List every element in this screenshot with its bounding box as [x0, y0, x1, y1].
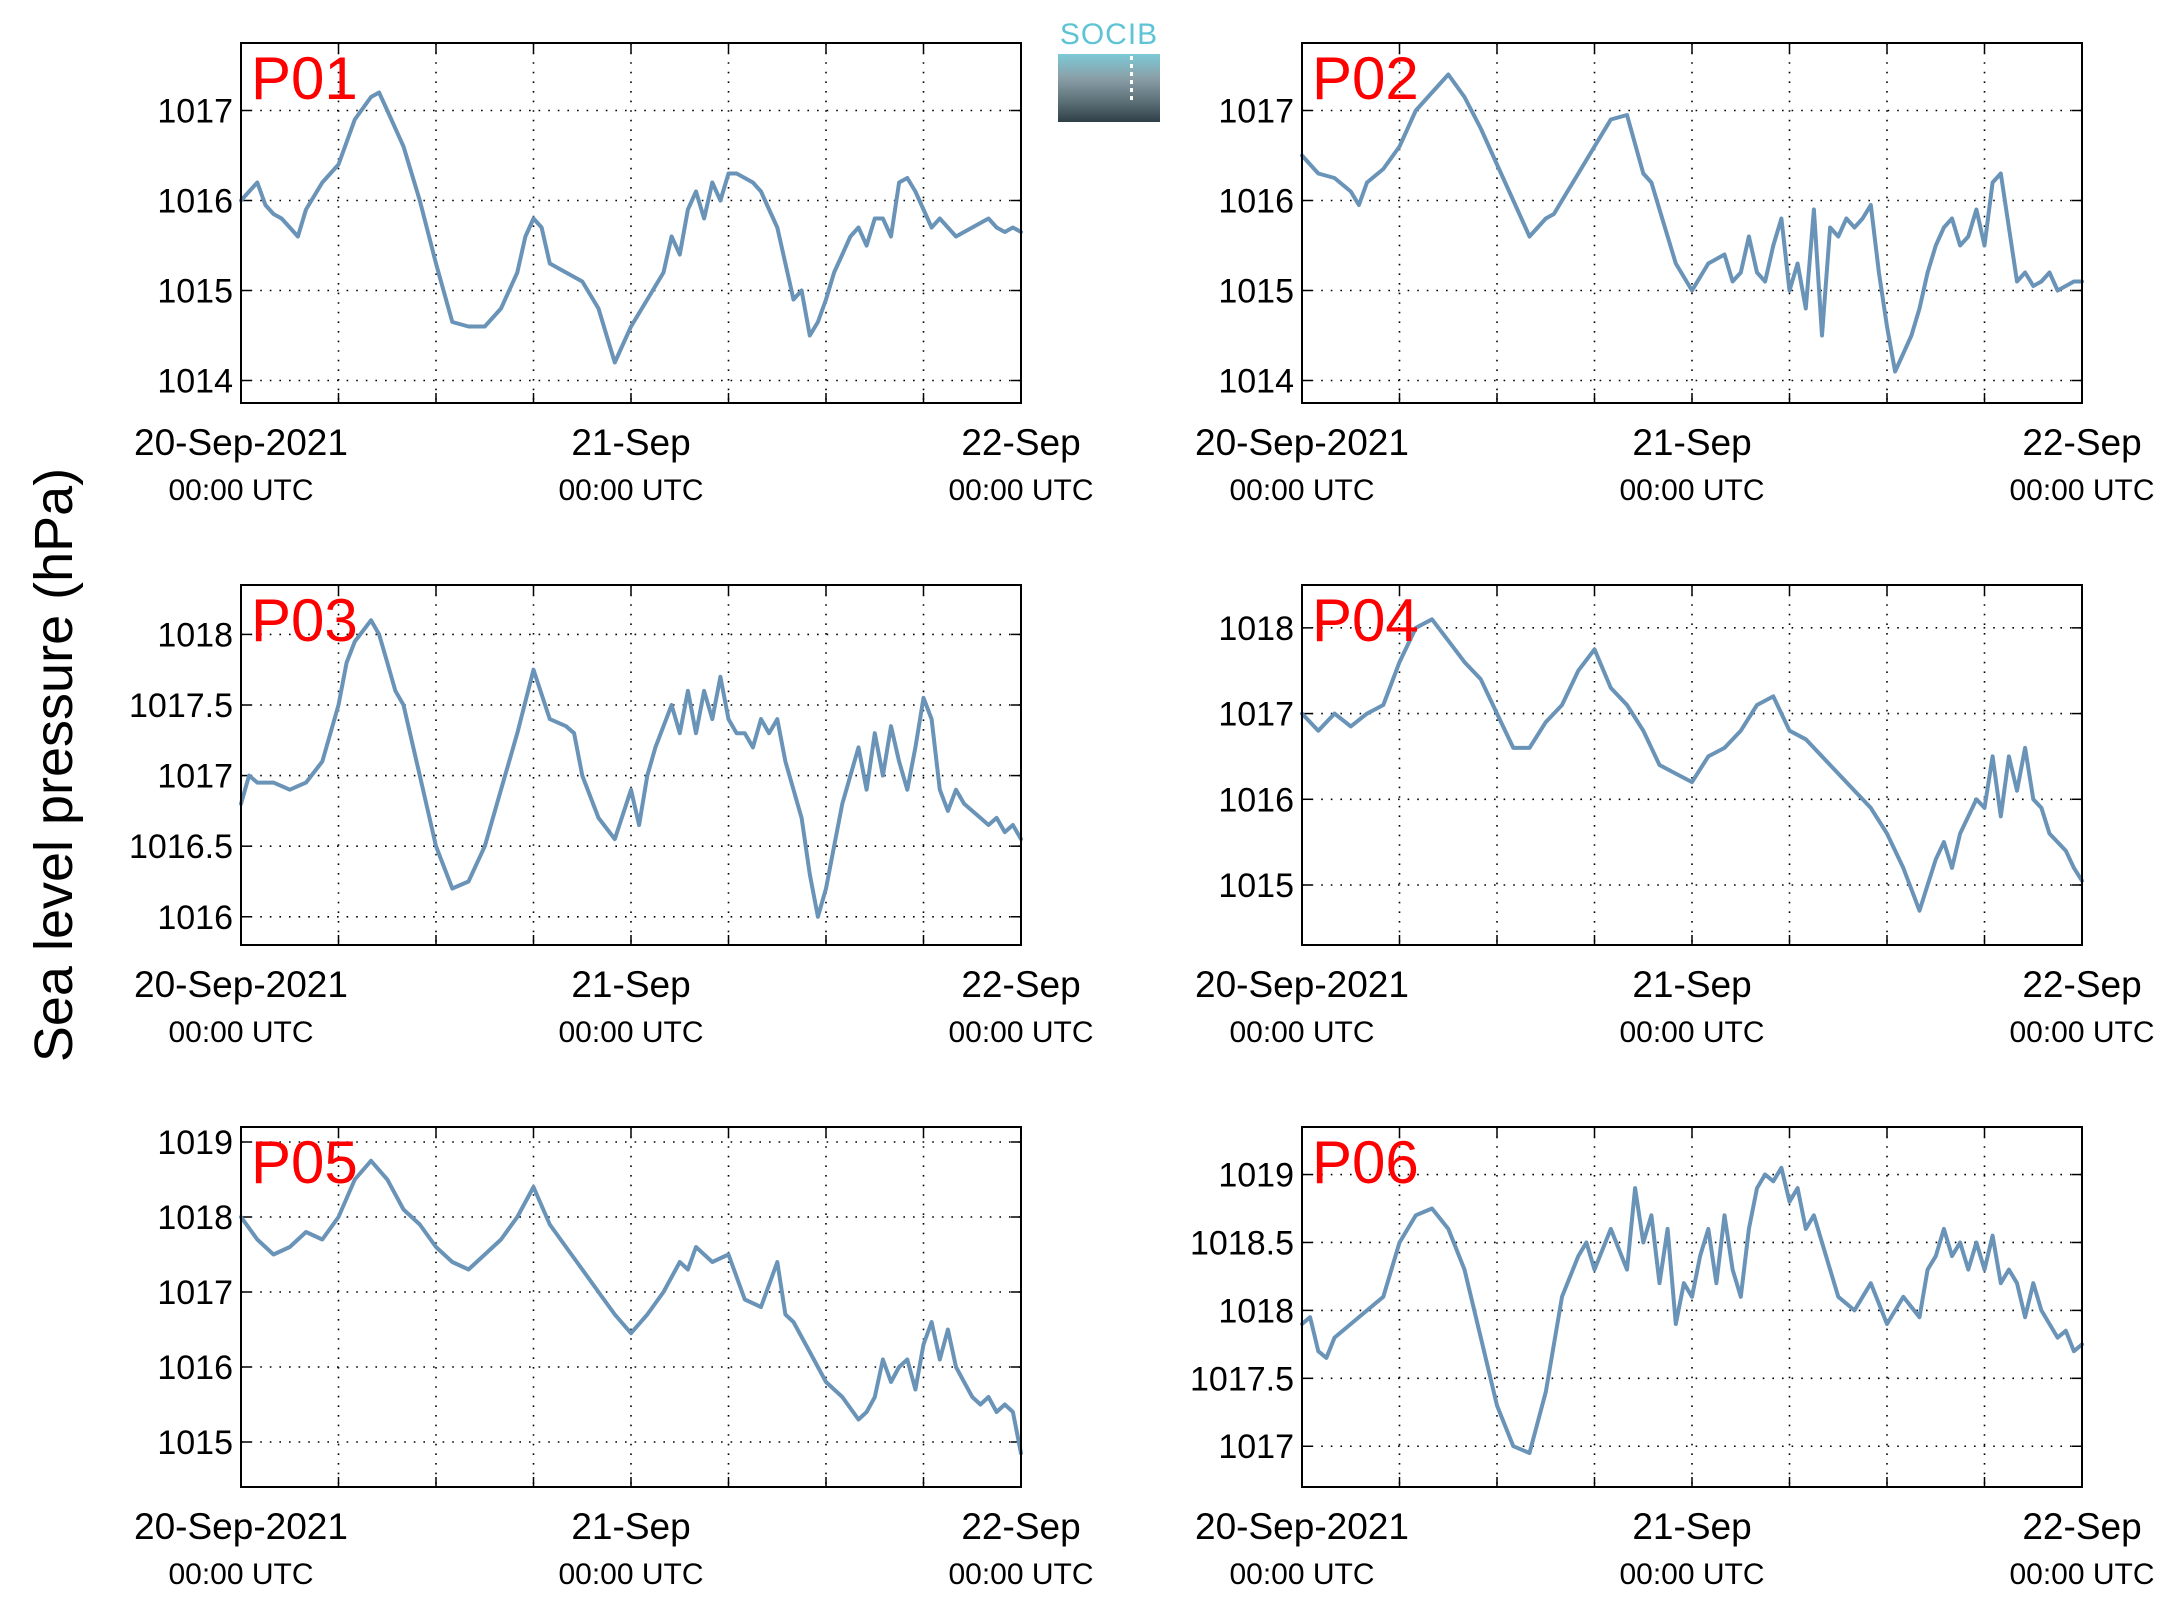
data-series-line: [1300, 72, 2084, 374]
x-tick-label-date: 20-Sep-2021: [1195, 964, 1409, 1005]
y-tick-label: 1016: [157, 1349, 233, 1387]
logo-band: [1058, 54, 1160, 122]
y-tick-label: 1016: [157, 183, 233, 221]
x-tick-label-date: 20-Sep-2021: [134, 964, 348, 1005]
x-tick-label-date: 21-Sep: [1632, 964, 1751, 1005]
panel-p02: 1014 1015 1016 1017 20-Sep-2021 00:00 UTC 21-S…: [1195, 42, 2155, 507]
panel-p03: 1016 1016.5 1017 1017.5 1018 20-Sep-2021 00:00…: [129, 584, 1094, 1049]
x-tick-label-date: 22-Sep: [2022, 964, 2141, 1005]
axes-frame: [1301, 584, 2083, 946]
x-tick-label-time: 00:00 UTC: [168, 1016, 313, 1049]
x-tick-label-time: 00:00 UTC: [948, 1016, 1093, 1049]
x-tick-label-time: 00:00 UTC: [1229, 1016, 1374, 1049]
y-tick-label: 1015: [1218, 273, 1294, 311]
axes-frame: [1301, 42, 2083, 404]
panel-p01: 1014 1015 1016 1017 20-Sep-2021 00:00 UTC 21-S…: [134, 42, 1094, 507]
x-tick-label-time: 00:00 UTC: [2009, 1558, 2154, 1591]
x-tick-label-time: 00:00 UTC: [948, 1558, 1093, 1591]
x-tick-label-date: 22-Sep: [2022, 422, 2141, 463]
x-tick-label-date: 21-Sep: [571, 422, 690, 463]
y-tick-label: 1019: [1218, 1157, 1294, 1195]
x-tick-label-time: 00:00 UTC: [1229, 474, 1374, 507]
y-tick-label: 1019: [157, 1124, 233, 1162]
y-tick-label: 1018.5: [1190, 1224, 1294, 1262]
x-tick-label-time: 00:00 UTC: [1619, 1558, 1764, 1591]
logo-tick: [1130, 56, 1133, 102]
panel-p06: 1017 1017.5 1018 1018.5 1019 20-Sep-2021 00:00…: [1190, 1126, 2155, 1591]
logo-text: SOCIB: [1059, 18, 1159, 51]
station-label: P06: [1312, 1129, 1419, 1196]
y-tick-label: 1016.5: [129, 828, 233, 866]
y-tick-label: 1014: [157, 363, 233, 401]
y-tick-label: 1014: [1218, 363, 1294, 401]
y-tick-label: 1015: [1218, 867, 1294, 905]
x-tick-label-time: 00:00 UTC: [168, 474, 313, 507]
x-tick-label-time: 00:00 UTC: [948, 474, 1093, 507]
y-tick-label: 1017.5: [129, 687, 233, 725]
y-tick-label: 1017: [1218, 696, 1294, 734]
data-series-line: [1300, 617, 2084, 913]
panel-p04: 1015 1016 1017 1018 20-Sep-2021 00:00 UTC 21-S…: [1195, 584, 2155, 1049]
y-tick-label: 1017: [157, 1274, 233, 1312]
axes-frame: [240, 1126, 1022, 1488]
x-tick-label-date: 20-Sep-2021: [1195, 1506, 1409, 1547]
axes-frame: [240, 42, 1022, 404]
data-series-line: [239, 618, 1023, 919]
axes-frame: [240, 584, 1022, 946]
panel-p05: 1015 1016 1017 1018 1019 20-Sep-2021 00:00 UTC…: [134, 1124, 1094, 1591]
y-tick-label: 1016: [1218, 183, 1294, 221]
x-tick-label-date: 22-Sep: [2022, 1506, 2141, 1547]
x-tick-label-time: 00:00 UTC: [2009, 474, 2154, 507]
y-tick-label: 1017: [1218, 93, 1294, 131]
y-tick-label: 1015: [157, 273, 233, 311]
y-tick-label: 1016: [157, 899, 233, 937]
x-tick-label-time: 00:00 UTC: [1619, 474, 1764, 507]
y-tick-label: 1017: [157, 93, 233, 131]
x-tick-label-time: 00:00 UTC: [1229, 1558, 1374, 1591]
x-tick-label-date: 20-Sep-2021: [134, 422, 348, 463]
y-tick-label: 1017.5: [1190, 1360, 1294, 1398]
x-tick-label-date: 22-Sep: [961, 1506, 1080, 1547]
station-label: P05: [251, 1129, 358, 1196]
x-tick-label-time: 00:00 UTC: [558, 1558, 703, 1591]
station-label: P03: [251, 587, 358, 654]
data-series-line: [1300, 1165, 2084, 1455]
x-tick-label-time: 00:00 UTC: [2009, 1016, 2154, 1049]
axes-frame: [1301, 1126, 2083, 1488]
socib-logo: SOCIB: [1058, 18, 1160, 122]
x-tick-label-date: 21-Sep: [1632, 1506, 1751, 1547]
y-tick-label: 1018: [157, 1199, 233, 1237]
y-tick-label: 1018: [1218, 1292, 1294, 1330]
y-tick-label: 1015: [157, 1424, 233, 1462]
y-tick-label: 1017: [1218, 1428, 1294, 1466]
y-tick-label: 1017: [157, 758, 233, 796]
x-tick-label-time: 00:00 UTC: [168, 1558, 313, 1591]
x-tick-label-time: 00:00 UTC: [558, 474, 703, 507]
x-tick-label-date: 21-Sep: [1632, 422, 1751, 463]
x-tick-label-date: 20-Sep-2021: [1195, 422, 1409, 463]
data-series-line: [239, 90, 1023, 365]
x-tick-label-date: 22-Sep: [961, 964, 1080, 1005]
station-label: P02: [1312, 45, 1419, 112]
y-tick-label: 1018: [157, 616, 233, 654]
x-tick-label-time: 00:00 UTC: [558, 1016, 703, 1049]
x-tick-label-date: 20-Sep-2021: [134, 1506, 348, 1547]
x-tick-label-date: 22-Sep: [961, 422, 1080, 463]
x-tick-label-date: 21-Sep: [571, 1506, 690, 1547]
data-series-line: [239, 1158, 1023, 1456]
station-label: P04: [1312, 587, 1419, 654]
station-label: P01: [251, 45, 358, 112]
y-tick-label: 1018: [1218, 610, 1294, 648]
y-tick-label: 1016: [1218, 781, 1294, 819]
x-tick-label-time: 00:00 UTC: [1619, 1016, 1764, 1049]
x-tick-label-date: 21-Sep: [571, 964, 690, 1005]
